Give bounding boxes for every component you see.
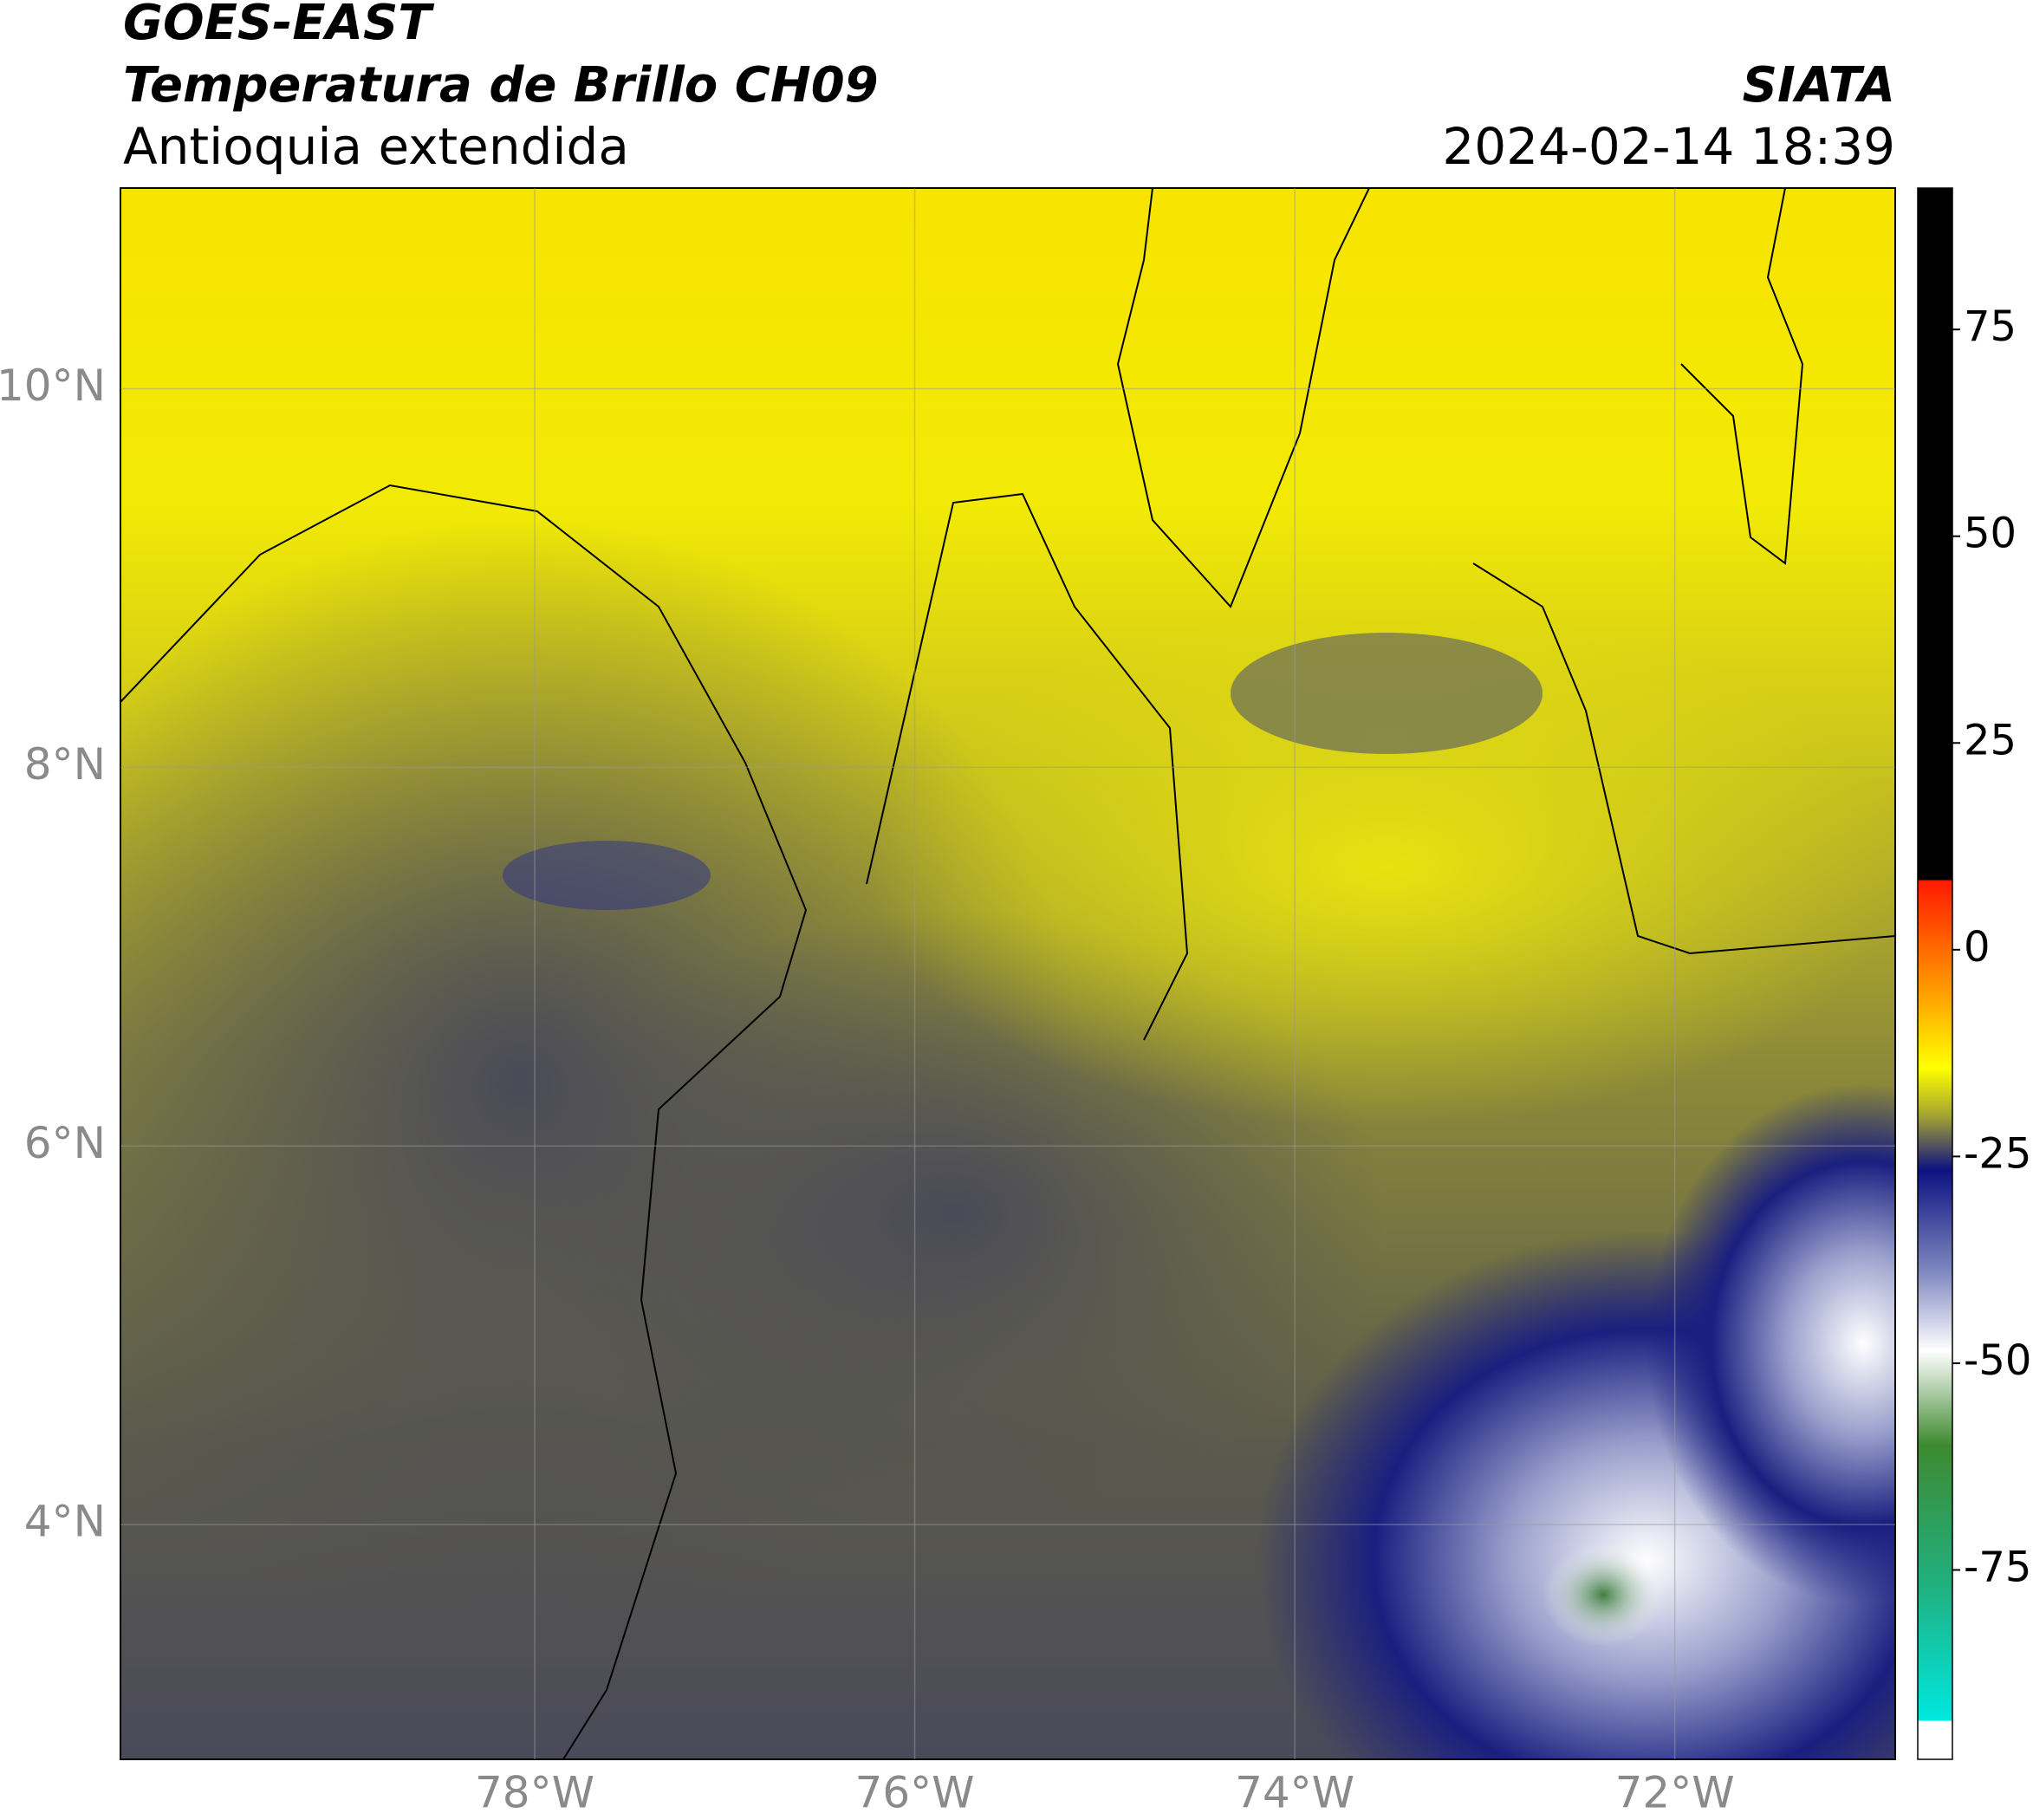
subtitle: Temperatura de Brillo CH09 bbox=[123, 57, 879, 114]
colorbar-tick-label: 75 bbox=[1964, 302, 2017, 351]
colorbar-tick-label: -25 bbox=[1964, 1129, 2031, 1178]
map-frame bbox=[120, 187, 1896, 1760]
x-tick-label: 78°W bbox=[475, 1768, 594, 1818]
x-tick-label: 74°W bbox=[1235, 1768, 1354, 1818]
colorbar bbox=[1917, 187, 1953, 1760]
x-tick-label: 72°W bbox=[1615, 1768, 1735, 1818]
source: SIATA bbox=[1743, 57, 1895, 114]
colorbar-tick-label: 25 bbox=[1964, 716, 2017, 764]
x-tick-label: 76°W bbox=[855, 1768, 975, 1818]
y-tick-label: 8°N bbox=[24, 739, 106, 790]
datetime: 2024-02-14 18:39 bbox=[1442, 117, 1895, 176]
colorbar-tick-label: -75 bbox=[1964, 1543, 2031, 1591]
y-tick-label: 4°N bbox=[24, 1497, 106, 1547]
colorbar-tick-label: -50 bbox=[1964, 1336, 2031, 1385]
colorbar-tick-label: 0 bbox=[1964, 923, 1991, 972]
region: Antioquia extendida bbox=[123, 117, 629, 176]
y-tick-label: 6°N bbox=[24, 1118, 106, 1168]
y-tick-label: 10°N bbox=[0, 361, 106, 411]
map-image bbox=[120, 188, 1895, 1759]
title: GOES-EAST bbox=[123, 0, 434, 51]
colorbar-tick-label: 50 bbox=[1964, 510, 2017, 558]
